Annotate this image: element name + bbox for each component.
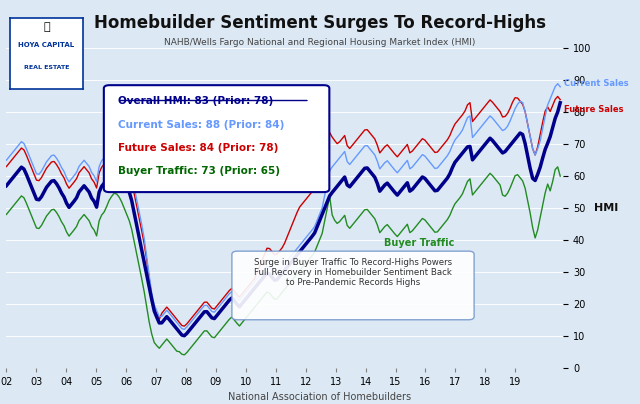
Text: Current Sales: Current Sales — [564, 79, 628, 88]
Text: Buyer Traffic: 73 (Prior: 65): Buyer Traffic: 73 (Prior: 65) — [118, 166, 280, 176]
Text: Surge in Buyer Traffic To Record-Highs Powers
Full Recovery in Homebuilder Senti: Surge in Buyer Traffic To Record-Highs P… — [254, 257, 452, 287]
Text: Future Sales: Future Sales — [564, 105, 623, 114]
Text: REAL ESTATE: REAL ESTATE — [24, 65, 69, 70]
FancyBboxPatch shape — [104, 85, 330, 192]
Text: Homebuilder Sentiment Surges To Record-Highs: Homebuilder Sentiment Surges To Record-H… — [94, 14, 546, 32]
Text: HMI: HMI — [594, 203, 618, 213]
Text: NAHB/Wells Fargo National and Regional Housing Market Index (HMI): NAHB/Wells Fargo National and Regional H… — [164, 38, 476, 47]
Text: Future Sales: 84 (Prior: 78): Future Sales: 84 (Prior: 78) — [118, 143, 278, 153]
Text: Overall HMI: 83 (Prior: 78): Overall HMI: 83 (Prior: 78) — [118, 97, 273, 106]
Text: 🏙: 🏙 — [43, 22, 50, 32]
Text: Current Sales: 88 (Prior: 84): Current Sales: 88 (Prior: 84) — [118, 120, 284, 130]
FancyBboxPatch shape — [232, 251, 474, 320]
Text: National Association of Homebuilders: National Association of Homebuilders — [228, 392, 412, 402]
Text: Buyer Traffic: Buyer Traffic — [385, 238, 454, 248]
Text: HOYA CAPITAL: HOYA CAPITAL — [19, 42, 74, 48]
